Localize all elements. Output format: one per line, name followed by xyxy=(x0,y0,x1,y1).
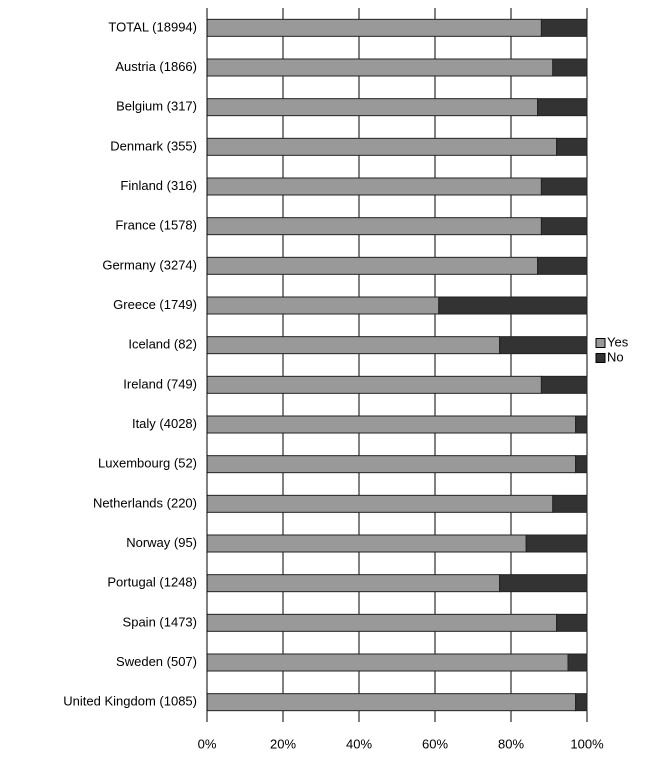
bar-segment xyxy=(540,217,588,236)
x-tick-label: 100% xyxy=(570,736,604,751)
bar-segment xyxy=(206,653,569,672)
y-tick-label: Austria (1866) xyxy=(115,59,197,74)
bar-segment xyxy=(575,455,588,474)
x-tick-label: 40% xyxy=(346,736,372,751)
legend-label: Yes xyxy=(607,334,629,349)
bar-segment xyxy=(206,177,542,196)
bar-segment xyxy=(540,18,588,37)
y-tick-label: Italy (4028) xyxy=(132,416,197,431)
bar-segment xyxy=(537,256,588,275)
bar-segment xyxy=(206,137,558,156)
bar-segment xyxy=(575,415,588,434)
bar-segment xyxy=(206,693,577,712)
bar-segment xyxy=(537,98,588,117)
bar-segment xyxy=(567,653,588,672)
y-tick-label: Belgium (317) xyxy=(116,99,197,114)
y-tick-label: Norway (95) xyxy=(126,535,197,550)
bar-segment xyxy=(206,256,539,275)
x-tick-label: 0% xyxy=(198,736,217,751)
y-tick-label: France (1578) xyxy=(115,218,197,233)
legend-label: No xyxy=(607,349,624,364)
bar-segment xyxy=(499,336,588,355)
y-tick-label: Finland (316) xyxy=(120,178,197,193)
bar-segment xyxy=(206,217,542,236)
x-tick-label: 80% xyxy=(498,736,524,751)
bar-segment xyxy=(499,574,588,593)
y-tick-label: Portugal (1248) xyxy=(107,575,197,590)
y-tick-label: Luxembourg (52) xyxy=(98,456,197,471)
x-tick-label: 60% xyxy=(422,736,448,751)
bar-segment xyxy=(556,137,588,156)
bar-segment xyxy=(206,574,501,593)
y-tick-label: Iceland (82) xyxy=(128,337,197,352)
bar-segment xyxy=(206,534,527,553)
bar-segment xyxy=(206,98,539,117)
y-tick-label: Ireland (749) xyxy=(123,376,197,391)
bar-segment xyxy=(525,534,588,553)
bar-segment xyxy=(206,18,542,37)
x-tick-label: 20% xyxy=(270,736,296,751)
bar-segment xyxy=(206,455,577,474)
bar-segment xyxy=(540,375,588,394)
y-tick-label: Denmark (355) xyxy=(110,138,197,153)
y-tick-label: United Kingdom (1085) xyxy=(63,694,197,709)
legend-swatch xyxy=(595,353,606,363)
y-tick-label: TOTAL (18994) xyxy=(108,19,197,34)
bar-segment xyxy=(206,336,501,355)
y-tick-label: Germany (3274) xyxy=(102,257,197,272)
legend-swatch xyxy=(595,338,606,348)
bar-segment xyxy=(438,296,588,315)
bar-segment xyxy=(552,494,588,513)
bar-segment xyxy=(206,58,554,77)
y-tick-label: Sweden (507) xyxy=(116,654,197,669)
bar-segment xyxy=(540,177,588,196)
bar-segment xyxy=(206,613,558,632)
y-tick-label: Spain (1473) xyxy=(123,614,197,629)
bar-segment xyxy=(206,494,554,513)
y-tick-label: Netherlands (220) xyxy=(93,495,197,510)
y-tick-label: Greece (1749) xyxy=(113,297,197,312)
bar-segment xyxy=(575,693,588,712)
bar-segment xyxy=(206,375,542,394)
bar-segment xyxy=(206,296,440,315)
bar-segment xyxy=(552,58,588,77)
bar-segment xyxy=(556,613,588,632)
bar-segment xyxy=(206,415,577,434)
